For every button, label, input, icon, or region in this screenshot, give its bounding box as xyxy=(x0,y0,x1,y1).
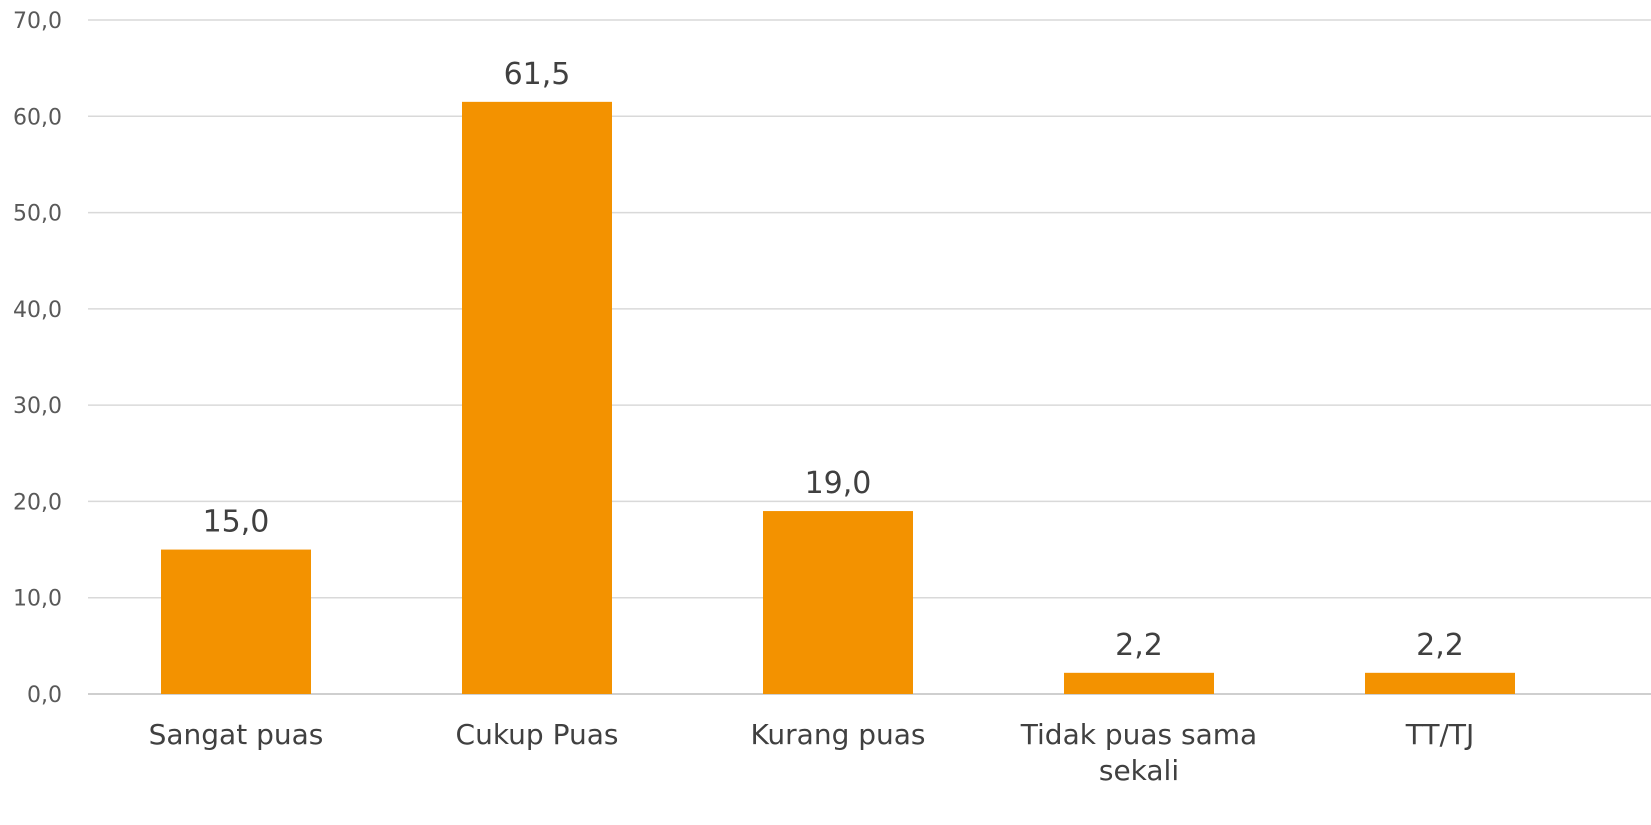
y-tick-label: 40,0 xyxy=(13,298,62,323)
y-tick-label: 70,0 xyxy=(13,9,62,34)
bar xyxy=(1064,672,1214,694)
y-tick-label: 60,0 xyxy=(13,105,62,130)
bar xyxy=(1365,672,1515,694)
data-label: 15,0 xyxy=(203,505,270,540)
category-label: Tidak puas sama xyxy=(1020,718,1257,751)
y-tick-label: 50,0 xyxy=(13,202,62,227)
category-label: sekali xyxy=(1099,754,1179,787)
bars xyxy=(161,101,1515,695)
y-tick-label: 0,0 xyxy=(27,683,62,708)
data-label: 19,0 xyxy=(805,466,872,501)
category-label: Cukup Puas xyxy=(456,718,619,751)
x-axis-category-labels: Sangat puas Cukup Puas Kurang puas Tidak pu… xyxy=(149,718,1475,787)
bar xyxy=(161,549,311,694)
y-tick-label: 30,0 xyxy=(13,394,62,419)
data-labels: 15,0 61,5 19,0 2,2 2,2 xyxy=(203,57,1464,663)
bar xyxy=(763,511,913,694)
data-label: 61,5 xyxy=(504,57,571,92)
data-label: 2,2 xyxy=(1115,628,1163,663)
bar xyxy=(462,101,612,695)
category-label: Kurang puas xyxy=(750,718,925,751)
category-label: TT/TJ xyxy=(1405,718,1475,751)
gridlines xyxy=(88,19,1651,695)
y-tick-label: 10,0 xyxy=(13,587,62,612)
y-tick-label: 20,0 xyxy=(13,490,62,515)
category-label: Sangat puas xyxy=(149,718,324,751)
data-label: 2,2 xyxy=(1416,628,1464,663)
y-axis-tick-labels: 0,0 10,0 20,0 30,0 40,0 50,0 60,0 70,0 xyxy=(13,9,62,708)
